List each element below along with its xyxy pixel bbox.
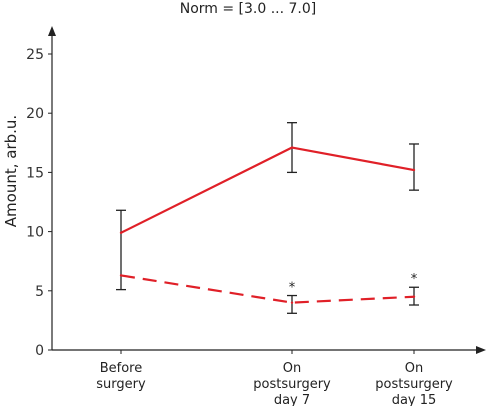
series-line [120,146,415,234]
series-line [120,274,415,304]
y-tick-label: 5 [35,284,44,300]
y-axis-arrow [48,26,56,36]
y-tick-label: 25 [26,47,44,63]
chart-title: Norm = [3.0 ... 7.0] [180,1,317,17]
y-tick-label: 20 [26,106,44,122]
axes [48,26,486,354]
data-point [412,295,416,298]
significance-marker: * [289,281,296,296]
y-axis-label: Amount, arb.u. [2,115,20,227]
data-point [119,274,123,277]
y-tick-label: 15 [26,165,44,181]
significance-marker: * [411,272,418,287]
series-layer: ** [116,122,419,314]
series-1: ** [119,272,419,314]
x-category-label: Before surgery [96,361,146,392]
data-point [119,231,123,234]
x-axis-category-labels: Before surgery On postsurgery day 7 On postsur… [96,361,453,406]
data-point [290,301,294,304]
x-category-label: On postsurgery day 15 [375,361,453,406]
x-category-label: On postsurgery day 7 [253,361,331,406]
series-0 [116,122,419,291]
data-point [290,146,294,149]
data-point [412,168,416,172]
y-axis-ticks: 0 5 10 15 20 25 [26,47,52,359]
y-tick-label: 10 [26,225,44,241]
x-axis-arrow [476,346,486,354]
y-tick-label: 0 [35,343,44,359]
